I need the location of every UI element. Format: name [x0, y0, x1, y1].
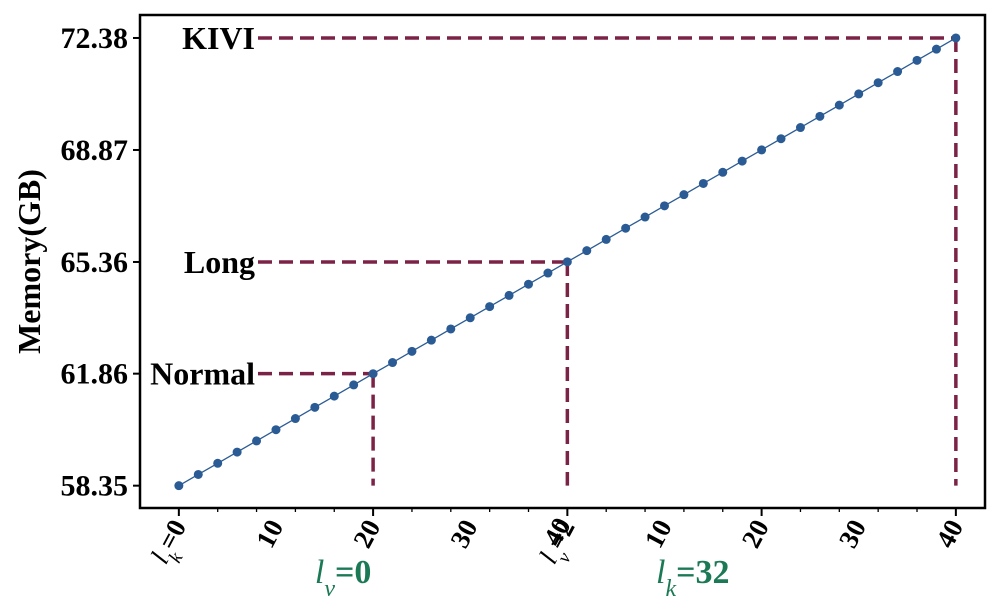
data-point-23 [621, 223, 631, 233]
data-point-8 [329, 391, 339, 401]
data-point-5 [271, 425, 281, 435]
data-point-13 [426, 335, 436, 345]
data-point-25 [659, 201, 669, 211]
annotation-label-normal: Normal [150, 356, 255, 392]
series-layer [174, 33, 961, 491]
data-point-35 [854, 89, 864, 99]
annotation-label-kivi: KIVI [182, 20, 255, 56]
y-tick-label-1: 58.35 [61, 470, 129, 503]
data-point-26 [679, 190, 689, 200]
data-point-18 [524, 279, 534, 289]
x-tick-label-8: 30 [833, 515, 872, 553]
data-point-20 [562, 257, 572, 267]
data-point-27 [698, 178, 708, 188]
data-point-7 [310, 402, 320, 412]
data-point-37 [893, 67, 903, 77]
data-point-30 [757, 145, 767, 155]
data-point-39 [931, 44, 941, 54]
data-point-34 [834, 100, 844, 110]
data-point-4 [252, 436, 262, 446]
data-point-40 [951, 33, 961, 43]
data-point-19 [543, 268, 553, 278]
data-point-36 [873, 78, 883, 88]
x-tick-label-1: lk=0 [145, 515, 201, 573]
data-point-29 [737, 156, 747, 166]
data-point-1 [193, 469, 203, 479]
x-tick-label-7: 20 [736, 515, 775, 553]
data-point-15 [465, 313, 475, 323]
data-point-0 [174, 481, 184, 491]
x-tick-label-3: 20 [347, 515, 386, 553]
data-point-17 [504, 290, 514, 300]
axes-layer [133, 13, 987, 516]
y-tick-label-3: 65.36 [61, 246, 129, 279]
y-tick-label-5: 72.38 [61, 22, 129, 55]
data-point-11 [388, 358, 398, 368]
x-tick-label-9: 40 [930, 515, 969, 553]
data-point-32 [795, 123, 805, 133]
data-point-33 [815, 111, 825, 121]
data-point-31 [776, 134, 786, 144]
group-label-2: lk=32 [656, 554, 729, 600]
data-point-2 [213, 458, 223, 468]
x-tick-label-2: 10 [250, 515, 289, 553]
y-axis-label: Memory(GB) [11, 169, 47, 354]
y-tick-label-2: 61.86 [61, 358, 129, 391]
data-point-16 [485, 302, 495, 312]
data-point-9 [349, 380, 359, 390]
plot-layer-lines [258, 36, 958, 486]
data-point-6 [290, 414, 300, 424]
data-point-38 [912, 55, 922, 65]
data-point-14 [446, 324, 456, 334]
data-point-28 [718, 167, 728, 177]
data-point-21 [582, 246, 592, 256]
data-point-22 [601, 234, 611, 244]
y-tick-label-4: 68.87 [61, 134, 129, 167]
x-tick-label-6: 10 [639, 515, 678, 553]
group-label-1: lv=0 [315, 554, 371, 600]
data-point-12 [407, 346, 417, 356]
data-point-10 [368, 369, 378, 379]
x-tick-label-4: 30 [444, 515, 483, 553]
data-point-3 [232, 447, 242, 457]
data-point-24 [640, 212, 650, 222]
annotation-label-long: Long [184, 244, 255, 280]
